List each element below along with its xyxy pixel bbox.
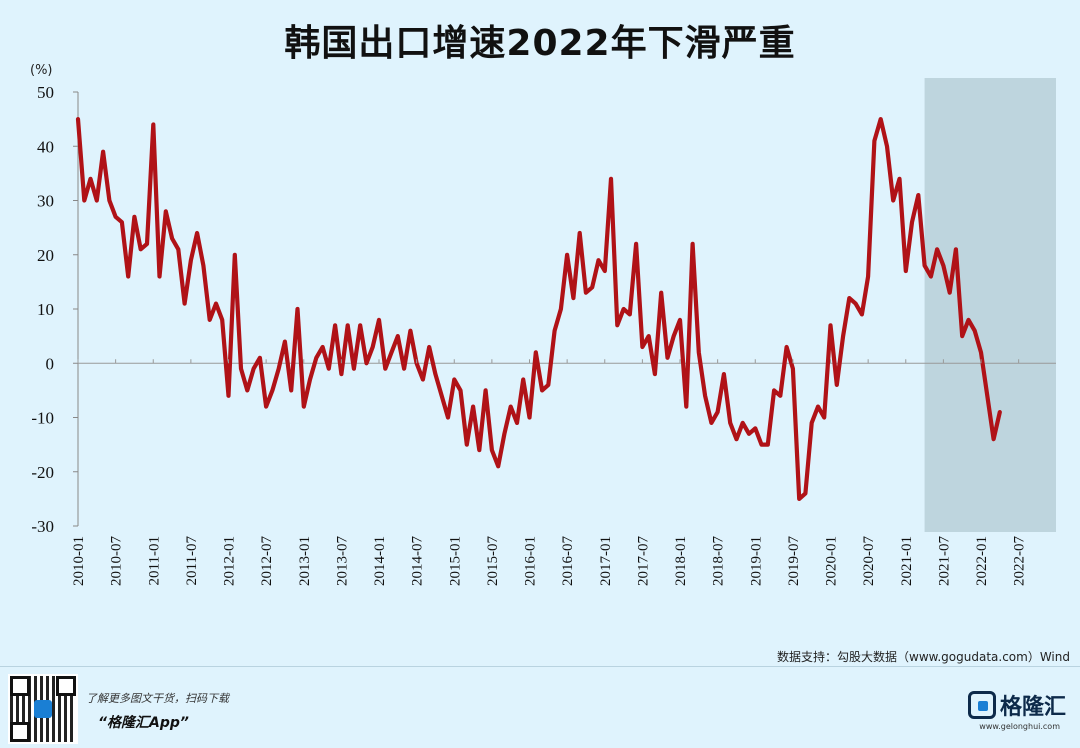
data-source-note: 数据支持：勾股大数据（www.gogudata.com）Wind xyxy=(777,650,1070,664)
x-tick-label: 2022-07 xyxy=(1012,536,1028,586)
x-tick-label: 2013-01 xyxy=(297,536,313,586)
x-tick-label: 2017-01 xyxy=(598,536,614,586)
shaded-region xyxy=(924,78,1056,532)
x-tick-label: 2014-07 xyxy=(410,536,426,586)
x-tick-label: 2010-01 xyxy=(71,536,87,586)
x-tick-label: 2010-07 xyxy=(109,536,125,586)
x-tick-label: 2018-07 xyxy=(711,536,727,586)
y-axis-unit-label: (%) xyxy=(30,63,53,78)
y-tick-label: 10 xyxy=(37,300,54,319)
brand-logo-icon xyxy=(967,691,996,719)
x-tick-label: 2022-01 xyxy=(974,536,990,586)
x-tick-label: 2016-01 xyxy=(523,536,539,586)
x-tick-label: 2017-07 xyxy=(635,536,651,586)
x-tick-label: 2011-01 xyxy=(146,536,162,585)
y-tick-label: 50 xyxy=(37,83,54,102)
brand-name: 格隆汇 xyxy=(999,695,1066,720)
x-tick-label: 2020-01 xyxy=(824,536,840,586)
line-chart: (%) -30 -20 -10 0 10 20 30 40 50 2010-01 2010-07 20… xyxy=(30,63,1056,586)
x-tick-label: 2014-01 xyxy=(372,536,388,586)
y-tick-label: 30 xyxy=(37,192,54,211)
x-tick-label: 2012-01 xyxy=(222,536,238,586)
x-tick-label: 2012-07 xyxy=(259,536,275,586)
x-tick-label: 2021-07 xyxy=(936,536,952,586)
x-tick-label: 2021-01 xyxy=(899,536,915,586)
x-tick-label: 2013-07 xyxy=(334,536,350,586)
y-tick-label: -30 xyxy=(31,517,54,536)
x-tick-label: 2016-07 xyxy=(560,536,576,586)
promo-app-name: “格隆汇App” xyxy=(98,715,189,731)
x-tick-label: 2015-01 xyxy=(447,536,463,586)
series-line-0 xyxy=(75,116,1002,501)
x-tick-label: 2019-07 xyxy=(786,536,802,586)
x-tick-label: 2019-01 xyxy=(748,536,764,586)
y-tick-label: 20 xyxy=(37,246,54,265)
footer-divider xyxy=(0,666,1080,667)
brand-logo: 格隆汇 xyxy=(967,688,1066,722)
brand-url: www.gelonghui.com xyxy=(979,722,1060,731)
qr-code xyxy=(8,674,78,744)
x-tick-label: 2015-07 xyxy=(485,536,501,586)
promo-text: 了解更多图文干货，扫码下载 xyxy=(86,692,229,705)
x-tick-label: 2011-07 xyxy=(184,536,200,586)
chart-title: 韩国出口增速2022年下滑严重 xyxy=(284,23,796,64)
x-tick-label: 2020-07 xyxy=(861,536,877,586)
y-tick-label: -10 xyxy=(31,409,54,428)
x-tick-label: 2018-01 xyxy=(673,536,689,586)
y-tick-label: -20 xyxy=(31,463,54,482)
y-tick-label: 40 xyxy=(37,137,54,156)
y-tick-label: 0 xyxy=(46,354,55,373)
